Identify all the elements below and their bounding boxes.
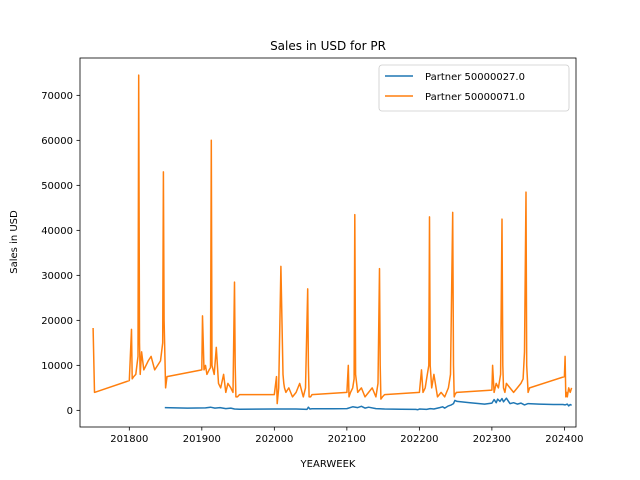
chart-title: Sales in USD for PR — [270, 39, 386, 53]
x-tick-label: 202200 — [400, 434, 438, 445]
plot-frame — [79, 57, 577, 428]
y-tick-label: 50000 — [41, 181, 73, 192]
x-tick-label: 202300 — [473, 434, 511, 445]
x-tick-label: 201900 — [183, 434, 221, 445]
legend-label-2: Partner 50000071.0 — [425, 92, 525, 103]
y-tick-label: 10000 — [41, 361, 73, 372]
legend-label-1: Partner 50000027.0 — [425, 72, 525, 83]
y-tick-label: 60000 — [41, 136, 73, 147]
x-tick-label: 202000 — [255, 434, 293, 445]
y-tick-label: 40000 — [41, 226, 73, 237]
y-tick-label: 20000 — [41, 316, 73, 327]
y-tick-label: 0 — [67, 406, 73, 417]
plot-area — [79, 57, 577, 428]
y-tick-label: 70000 — [41, 91, 73, 102]
x-axis-label: YEARWEEK — [300, 459, 356, 470]
series-line-1 — [164, 397, 573, 411]
legend: Partner 50000027.0 Partner 50000071.0 — [378, 64, 570, 112]
x-tick-label: 202100 — [328, 434, 366, 445]
series-line-2 — [92, 74, 573, 405]
y-axis-label: Sales in USD — [9, 210, 20, 274]
x-tick-label: 201800 — [110, 434, 148, 445]
x-tick-label: 202400 — [545, 434, 583, 445]
x-axis: 201800 201900 202000 202100 202200 202300 2024… — [110, 427, 583, 445]
y-axis: 0 10000 20000 30000 40000 50000 60000 70000 — [41, 91, 80, 417]
y-tick-label: 30000 — [41, 271, 73, 282]
series-layer — [92, 74, 573, 411]
legend-box — [378, 64, 570, 112]
